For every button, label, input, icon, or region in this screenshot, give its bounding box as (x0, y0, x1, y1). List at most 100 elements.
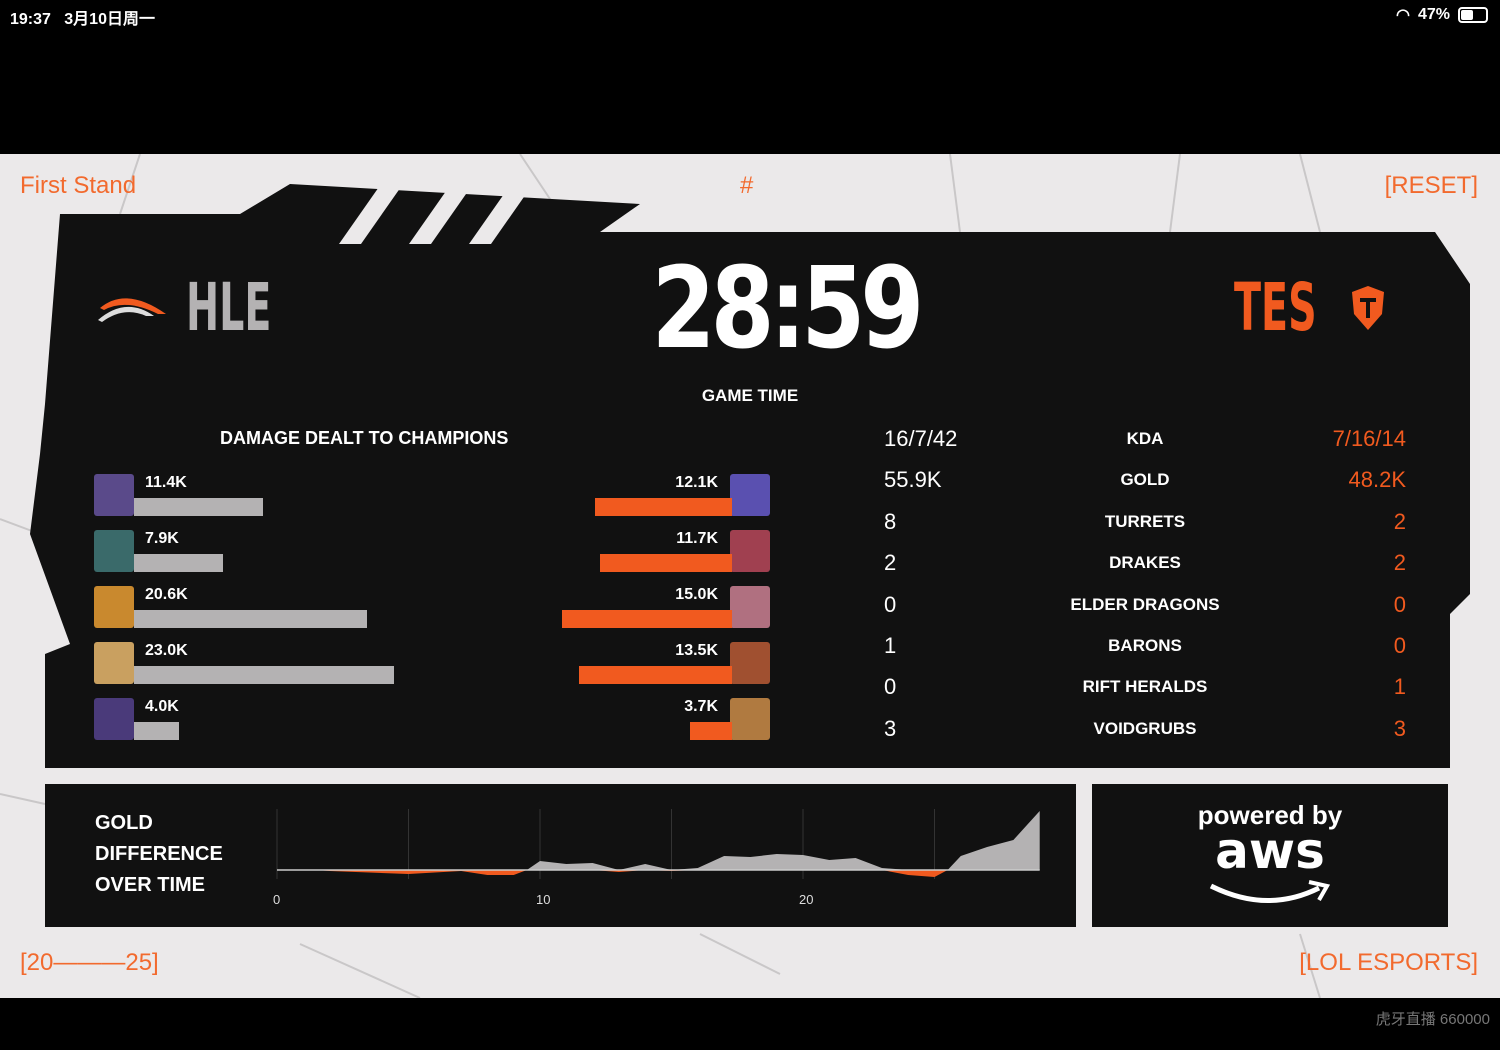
champion-portrait (730, 642, 770, 684)
damage-value: 4.0K (145, 698, 179, 715)
hle-logo (98, 298, 166, 322)
x-tick-label: 20 (799, 892, 813, 907)
hle-lead-area (277, 811, 1040, 870)
hle-stat: 55.9K (884, 467, 942, 493)
damage-value: 15.0K (675, 586, 718, 603)
stat-name: ELDER DRAGONS (1070, 594, 1220, 614)
hle-player-damage: 23.0K (94, 640, 414, 688)
champion-portrait (730, 530, 770, 572)
tes-stat: 1 (1393, 674, 1406, 700)
damage-value: 23.0K (145, 642, 188, 659)
date: 3月10日周一 (64, 11, 155, 28)
title-line: OVER TIME (95, 874, 206, 896)
champion-portrait (730, 474, 770, 516)
stat-name: VOIDGRUBS (1093, 718, 1197, 738)
tes-stat: 7/16/14 (1332, 426, 1406, 451)
broadcast-overlay: First Stand # [RESET] [20———25] [LOL ESP… (0, 154, 1500, 998)
tes-logo (1352, 286, 1384, 330)
event-title: First Stand (20, 172, 137, 199)
gold-chart-title: GOLD DIFFERENCE OVER TIME (95, 808, 223, 901)
x-tick-label: 10 (536, 892, 550, 907)
champion-portrait (730, 586, 770, 628)
damage-value: 11.4K (145, 474, 187, 491)
hash-mark: # (740, 172, 754, 199)
hle-stat: 0 (884, 591, 897, 617)
year-range: [20———25] (20, 949, 159, 976)
hle-player-damage: 4.0K (94, 696, 414, 744)
damage-bar (562, 610, 732, 628)
tes-player-damage: 12.1K (450, 472, 770, 520)
hle-stat: 16/7/42 (884, 426, 958, 451)
tes-stat: 0 (1393, 633, 1406, 658)
powered-by: powered by (1197, 800, 1343, 830)
hle-stat: 0 (884, 674, 897, 700)
title-line: GOLD (95, 812, 153, 834)
gold-chart-panel: GOLD DIFFERENCE OVER TIME 0 10 20 (45, 784, 1076, 927)
damage-bar (134, 666, 394, 684)
tes-lead-area (277, 870, 1040, 877)
damage-bar (134, 722, 180, 740)
battery-icon (1458, 7, 1488, 23)
stat-name: TURRETS (1104, 511, 1186, 531)
damage-bar (134, 610, 367, 628)
tes-stat: 48.2K (1348, 467, 1407, 493)
stat-name: KDA (1126, 429, 1164, 448)
aws-logo: aws (1215, 822, 1325, 880)
tes-player-damage: 3.7K (450, 696, 770, 744)
damage-bar (134, 554, 224, 572)
damage-value: 12.1K (675, 474, 718, 491)
champion-portrait (94, 698, 134, 740)
champion-portrait (94, 586, 134, 628)
team-right-name: TES (1234, 269, 1317, 346)
damage-value: 13.5K (675, 642, 718, 659)
tes-stat: 3 (1393, 715, 1406, 741)
sponsor-panel: powered by aws (1092, 784, 1448, 927)
game-timer: 28:59 (651, 244, 925, 374)
tes-player-damage: 15.0K (450, 584, 770, 632)
stat-name: DRAKES (1109, 553, 1181, 573)
hle-stat: 8 (884, 508, 897, 534)
damage-bar (690, 722, 732, 740)
hle-player-damage: 11.4K (94, 472, 414, 520)
aws-smile-icon (1209, 880, 1331, 903)
stat-name: BARONS (1108, 636, 1182, 655)
battery-percent: 47% (1417, 6, 1450, 23)
reset-label: [RESET] (1384, 172, 1478, 199)
title-line: DIFFERENCE (95, 843, 223, 865)
damage-bar (134, 498, 263, 516)
damage-value: 20.6K (145, 586, 188, 603)
champion-portrait (94, 474, 134, 516)
game-time-label: GAME TIME (701, 386, 799, 405)
tes-player-damage: 11.7K (450, 528, 770, 576)
clock-date: 19:37 3月10日周一 (10, 5, 155, 29)
hle-stat: 3 (884, 715, 897, 741)
damage-bar (579, 666, 732, 684)
tes-stat: 2 (1393, 508, 1406, 534)
tes-stat: 2 (1393, 550, 1406, 576)
status-bar: 19:37 3月10日周一 ◠ 47% (0, 0, 1500, 30)
background-lines (0, 154, 1321, 998)
stat-name: RIFT HERALDS (1082, 677, 1208, 697)
damage-value: 11.7K (676, 530, 718, 547)
champion-portrait (94, 642, 134, 684)
damage-bar (599, 554, 732, 572)
damage-bar (595, 498, 732, 516)
tes-player-damage: 13.5K (450, 640, 770, 688)
stream-watermark: 虎牙直播 660000 (1375, 1011, 1490, 1028)
hle-player-damage: 7.9K (94, 528, 414, 576)
damage-value: 3.7K (684, 698, 718, 715)
gold-difference-chart: 0 10 20 (273, 809, 1040, 907)
champion-portrait (94, 530, 134, 572)
lol-esports-label: [LOL ESPORTS] (1299, 949, 1478, 976)
champion-portrait (730, 698, 770, 740)
team-left-name: HLE (186, 269, 272, 346)
hle-stat: 1 (884, 633, 897, 658)
hle-player-damage: 20.6K (94, 584, 414, 632)
stat-name: GOLD (1120, 470, 1170, 490)
time: 19:37 (10, 11, 51, 28)
wifi-icon: ◠ (1396, 7, 1410, 24)
damage-title: DAMAGE DEALT TO CHAMPIONS (220, 428, 509, 448)
tes-stat: 0 (1393, 591, 1406, 617)
x-tick-label: 0 (273, 892, 280, 907)
hle-stat: 2 (884, 550, 897, 576)
